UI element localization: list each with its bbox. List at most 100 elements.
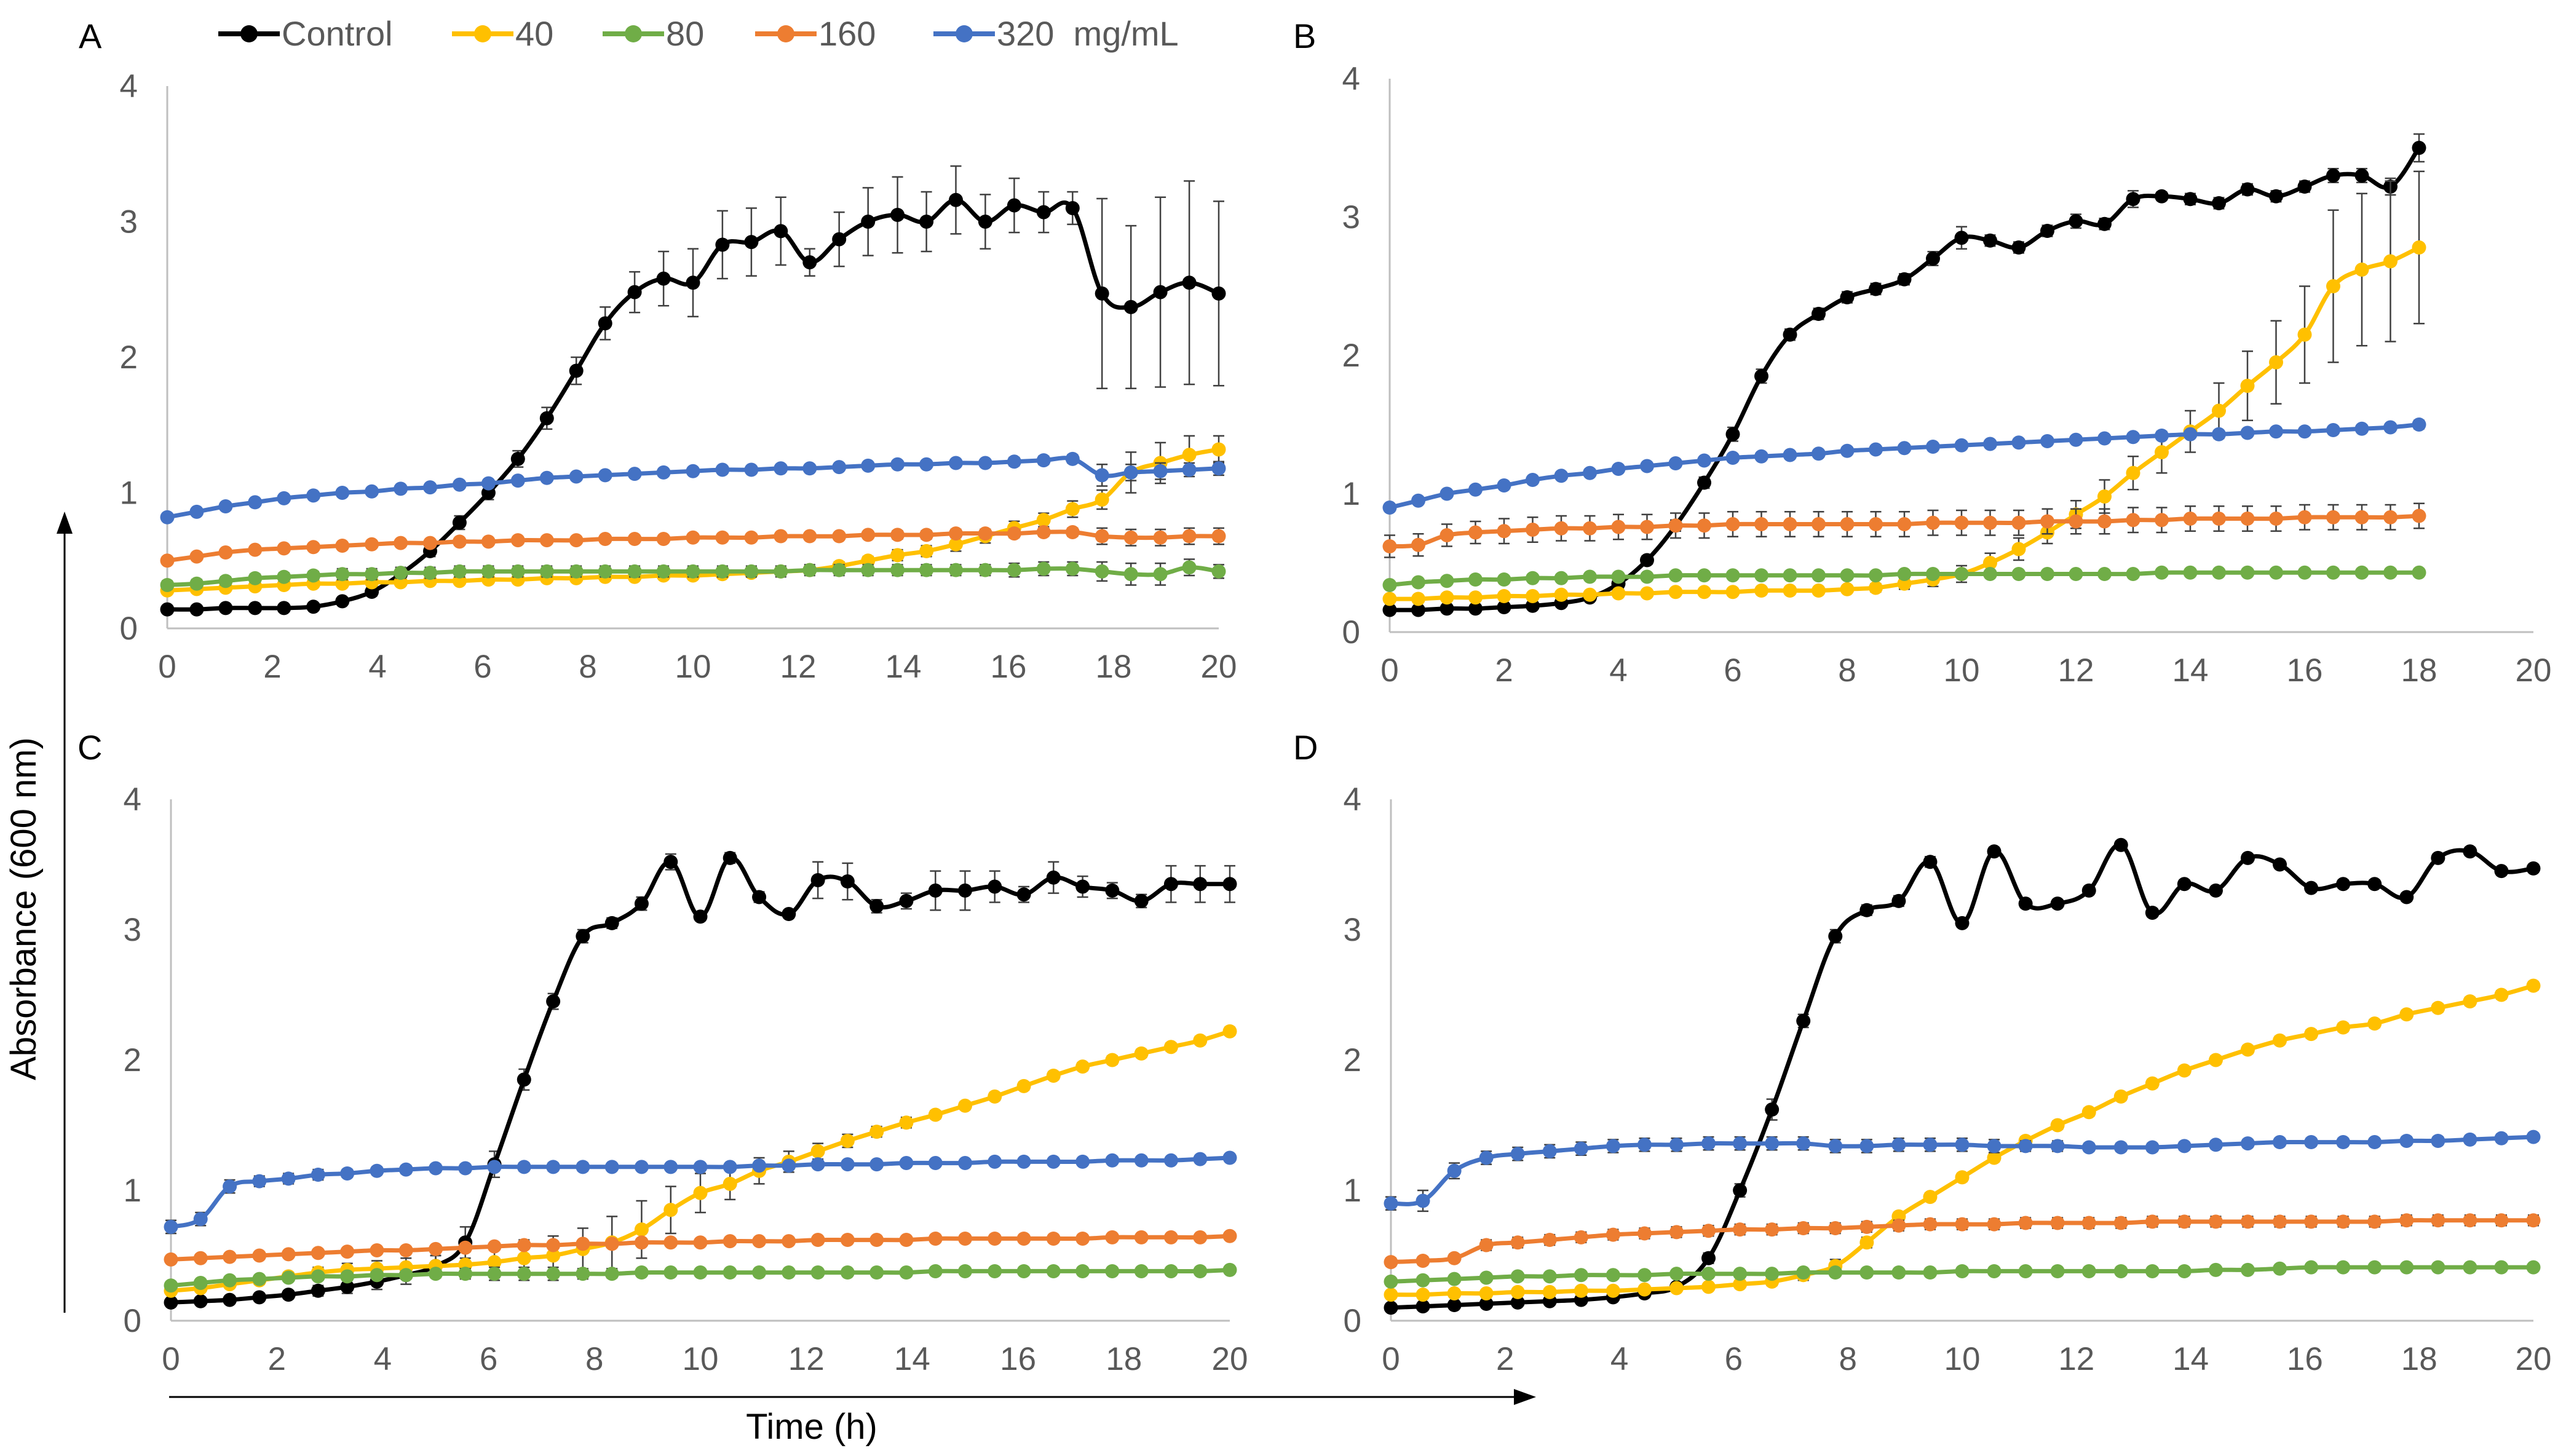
data-point-c80 xyxy=(1134,1264,1149,1278)
data-point-c320 xyxy=(2183,427,2198,441)
data-point-c320 xyxy=(1439,486,1454,501)
data-point-control xyxy=(2269,189,2283,204)
data-point-c80 xyxy=(1926,567,1940,581)
data-point-c160 xyxy=(1016,1231,1031,1246)
data-point-c80 xyxy=(1955,1264,1970,1278)
data-point-c160 xyxy=(1754,517,1768,531)
data-point-c80 xyxy=(723,1265,737,1280)
data-point-control xyxy=(2097,216,2112,231)
y-tick-label-b: 2 xyxy=(1342,338,1360,374)
data-point-c160 xyxy=(193,1251,208,1265)
data-point-control xyxy=(869,899,884,914)
data-point-c80 xyxy=(1007,563,1021,577)
data-point-c320 xyxy=(2240,425,2255,440)
data-point-c160 xyxy=(1859,1219,1874,1234)
data-point-control xyxy=(1954,231,1969,245)
data-point-c160 xyxy=(1036,524,1051,539)
series-c40-b xyxy=(1382,170,2426,606)
data-point-control xyxy=(576,929,590,944)
data-point-c320 xyxy=(2494,1131,2509,1145)
data-point-control xyxy=(189,602,204,617)
data-point-control xyxy=(1840,290,1855,304)
data-point-c80 xyxy=(919,563,934,577)
series-c320-b xyxy=(1382,417,2426,515)
data-point-c80 xyxy=(1095,564,1109,579)
data-point-c320 xyxy=(1606,1139,1620,1153)
data-point-c80 xyxy=(398,1268,413,1283)
data-point-c320 xyxy=(1510,1147,1525,1161)
data-point-c320 xyxy=(598,468,612,483)
data-point-control xyxy=(546,994,561,1009)
x-tick-label-a: 12 xyxy=(780,649,817,685)
legend-marker-control xyxy=(240,25,258,42)
series-c320-c xyxy=(164,1150,1237,1235)
data-point-c320 xyxy=(840,1157,855,1172)
data-point-c320 xyxy=(604,1160,619,1174)
data-point-c80 xyxy=(340,1269,355,1284)
data-point-c80 xyxy=(774,564,788,579)
data-point-c160 xyxy=(2240,512,2255,526)
legend-marker-40 xyxy=(474,25,491,42)
data-point-c320 xyxy=(1812,446,1826,461)
data-point-c160 xyxy=(2273,1214,2287,1229)
data-point-c160 xyxy=(458,1240,473,1255)
x-tick-label-a: 0 xyxy=(158,649,176,685)
data-point-c160 xyxy=(1840,517,1855,531)
data-point-control xyxy=(752,890,767,904)
data-point-c160 xyxy=(2113,1216,2128,1230)
data-point-control xyxy=(2212,196,2226,210)
data-point-c320 xyxy=(569,469,584,484)
data-point-c40 xyxy=(1668,585,1683,599)
series-c80-a xyxy=(160,558,1226,592)
data-point-c80 xyxy=(988,1264,1002,1278)
x-tick-label-b: 2 xyxy=(1495,652,1513,689)
data-point-c160 xyxy=(2354,510,2369,524)
series-control-d xyxy=(1384,837,2541,1315)
data-point-control xyxy=(988,879,1002,894)
data-point-c80 xyxy=(686,564,700,579)
data-point-c40 xyxy=(2431,1000,2445,1015)
data-point-c160 xyxy=(1542,1233,1557,1248)
data-point-c160 xyxy=(1611,520,1626,534)
data-point-c320 xyxy=(576,1160,590,1174)
data-point-c80 xyxy=(1611,569,1626,584)
data-point-c160 xyxy=(277,541,291,556)
data-point-c320 xyxy=(1193,1152,1208,1166)
data-point-control xyxy=(2145,905,2160,920)
data-point-c80 xyxy=(2273,1261,2287,1276)
data-point-c320 xyxy=(2145,1140,2160,1155)
data-point-control xyxy=(802,255,817,270)
y-axis-title: Absorbance (600 nm) xyxy=(4,737,44,1080)
data-point-c80 xyxy=(832,563,847,577)
data-point-c320 xyxy=(1497,478,1511,493)
data-point-c80 xyxy=(656,564,671,579)
data-point-control xyxy=(160,602,175,617)
data-point-c80 xyxy=(2336,1260,2351,1275)
data-point-c40 xyxy=(2354,263,2369,277)
data-point-c160 xyxy=(2212,512,2226,526)
data-point-c80 xyxy=(1542,1269,1557,1284)
data-point-c320 xyxy=(423,480,437,495)
series-c80-d xyxy=(1384,1260,2541,1289)
data-point-c160 xyxy=(686,530,700,545)
data-point-c320 xyxy=(919,457,934,472)
data-point-c40 xyxy=(1697,585,1711,599)
data-point-c160 xyxy=(2383,510,2398,524)
data-point-c80 xyxy=(1222,1262,1237,1277)
data-point-control xyxy=(1222,877,1237,892)
legend-label-160: 160 xyxy=(818,14,876,53)
data-point-c80 xyxy=(306,568,321,583)
data-point-c40 xyxy=(1583,587,1597,602)
data-point-c160 xyxy=(1796,1221,1811,1235)
data-point-c80 xyxy=(458,1267,473,1281)
data-point-c40 xyxy=(1163,1040,1178,1054)
x-tick-label-d: 20 xyxy=(2516,1341,2552,1377)
data-point-control xyxy=(1016,887,1031,902)
data-point-c160 xyxy=(2018,1216,2033,1230)
data-point-control xyxy=(164,1295,178,1310)
data-point-c160 xyxy=(1554,521,1569,536)
data-point-c160 xyxy=(1783,517,1797,531)
data-point-c80 xyxy=(627,564,642,579)
panel-label-a: A xyxy=(79,17,102,55)
data-point-control xyxy=(832,232,847,247)
